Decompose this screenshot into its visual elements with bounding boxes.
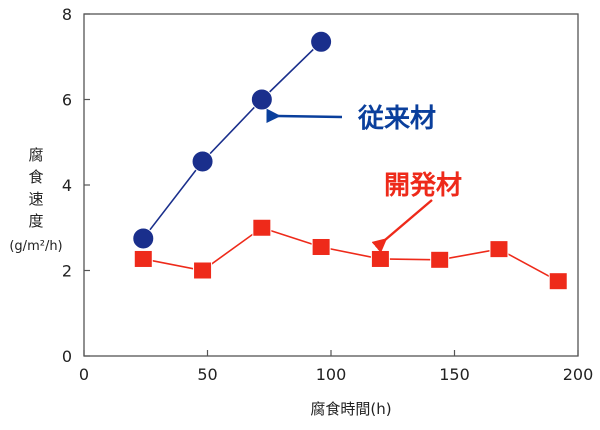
x-tick-label: 0 [79, 365, 89, 384]
x-tick-label: 200 [563, 365, 594, 384]
series-line-1 [142, 41, 322, 239]
series-line-2 [143, 226, 559, 282]
data-point-square [489, 240, 509, 259]
y-tick-label: 0 [62, 347, 72, 366]
y-tick-label: 2 [62, 262, 72, 281]
data-point-square [193, 261, 213, 280]
x-tick-label: 150 [439, 365, 470, 384]
x-axis-title: 腐食時間(h) [310, 400, 391, 418]
data-point-circle [191, 150, 214, 173]
series-label-1: 従来材 [357, 104, 436, 134]
y-axis-title-char: 速 [28, 190, 43, 208]
data-point-square [133, 249, 153, 268]
y-axis-unit: (g/m²/h) [9, 239, 62, 254]
series-layer [132, 30, 568, 291]
y-axis-title-char: 食 [28, 168, 43, 186]
data-point-square [252, 218, 272, 237]
y-tick-label: 6 [62, 91, 72, 110]
x-tick-label: 100 [316, 365, 347, 384]
series-label-2: 開発材 [384, 171, 462, 201]
y-axis-title-char: 腐 [28, 146, 43, 164]
annotation-arrow [371, 199, 433, 253]
data-point-square [548, 272, 568, 291]
plot-frame [83, 13, 579, 357]
annotation-arrow [266, 108, 343, 124]
data-point-square [311, 237, 331, 256]
data-point-square [370, 249, 390, 268]
x-tick-label: 50 [197, 365, 217, 384]
y-tick-label: 8 [62, 5, 72, 24]
y-axis-title-char: 度 [28, 212, 43, 230]
data-point-circle [310, 30, 333, 53]
data-point-square [430, 250, 450, 269]
data-point-circle [132, 227, 155, 250]
y-tick-label: 4 [62, 176, 72, 195]
data-point-circle [250, 88, 273, 111]
